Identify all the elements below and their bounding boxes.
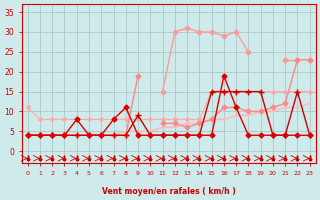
- X-axis label: Vent moyen/en rafales ( km/h ): Vent moyen/en rafales ( km/h ): [102, 187, 236, 196]
